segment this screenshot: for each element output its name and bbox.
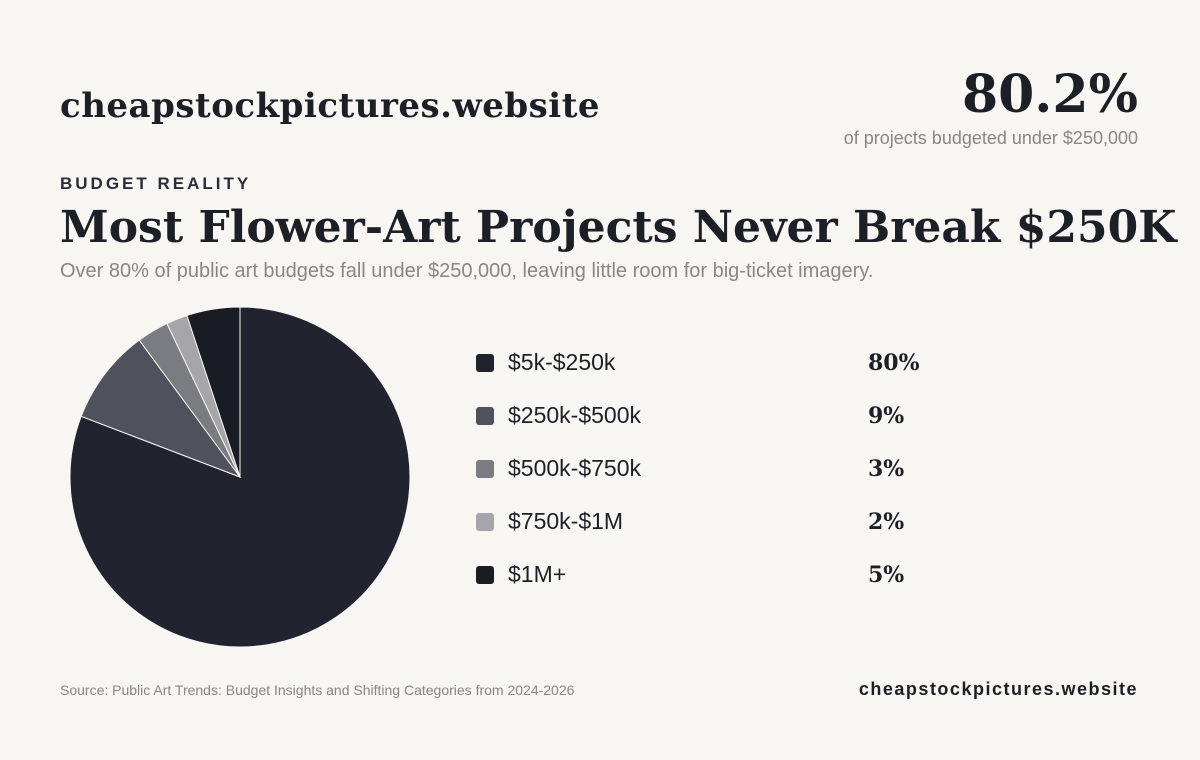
legend-item: $1M+ 5% <box>476 548 976 601</box>
legend-value: 5% <box>868 561 905 588</box>
legend-swatch <box>476 353 494 372</box>
legend-item: $750k-$1M 2% <box>476 495 976 548</box>
legend-label: $250k-$500k <box>508 402 641 428</box>
legend-label: $5k-$250k <box>508 349 616 375</box>
brand-title: cheapstockpictures.website <box>60 86 601 126</box>
legend-label: $750k-$1M <box>508 508 624 534</box>
legend-swatch <box>476 459 494 478</box>
pie-slice-5 <box>186 306 241 478</box>
legend-value: 80% <box>868 349 920 376</box>
legend-item: $5k-$250k 80% <box>476 336 976 389</box>
legend-item: $250k-$500k 9% <box>476 389 976 442</box>
page-subtitle: Over 80% of public art budgets fall unde… <box>60 260 874 282</box>
legend-swatch <box>476 565 494 584</box>
kpi-value: 80.2% <box>961 64 1138 125</box>
page-title: Most Flower-Art Projects Never Break $25… <box>60 202 1177 253</box>
legend-value: 3% <box>868 455 905 482</box>
legend-label: $500k-$750k <box>508 455 641 481</box>
chart-legend: $5k-$250k 80% $250k-$500k 9% $500k-$750k 3% $7… <box>476 336 976 601</box>
legend-value: 2% <box>868 508 905 535</box>
footer-brand: cheapstockpictures.website <box>858 679 1138 699</box>
source-note: Source: Public Art Trends: Budget Insigh… <box>60 682 575 698</box>
legend-item: $500k-$750k 3% <box>476 442 976 495</box>
pie-slice-1 <box>69 306 411 648</box>
legend-swatch <box>476 512 494 531</box>
legend-swatch <box>476 406 494 425</box>
pie-slice-2 <box>80 339 242 479</box>
kpi-caption: of projects budgeted under $250,000 <box>843 128 1138 148</box>
legend-value: 9% <box>868 402 905 429</box>
eyebrow-label: BUDGET REALITY <box>60 174 252 193</box>
legend-label: $1M+ <box>508 561 567 587</box>
pie-chart-container <box>60 297 420 657</box>
kpi-block: 80.2% of projects budgeted under $250,00… <box>844 64 1138 149</box>
pie-chart <box>69 306 411 648</box>
